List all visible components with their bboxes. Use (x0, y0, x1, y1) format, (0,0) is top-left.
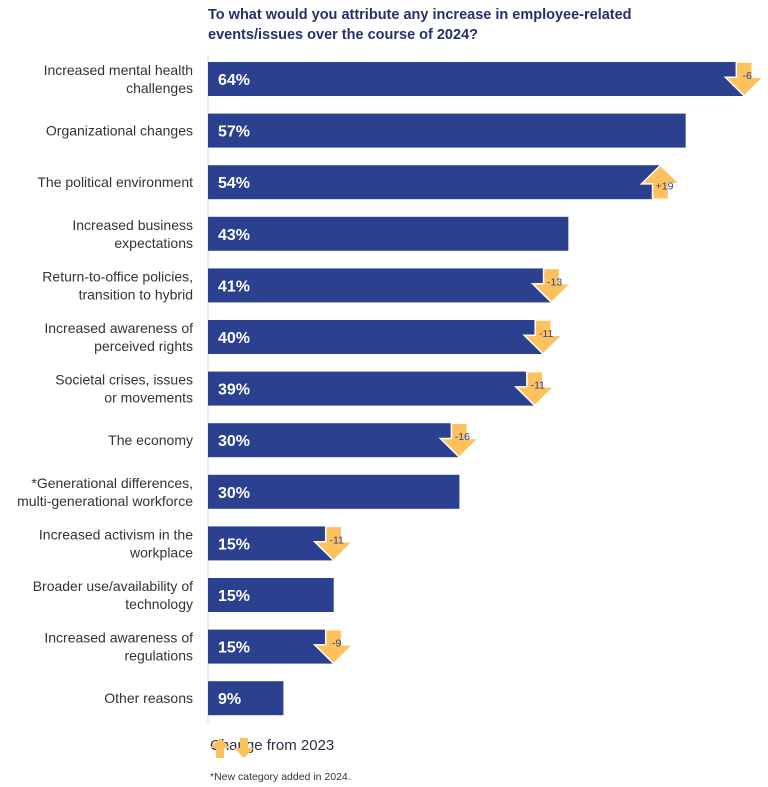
bar (208, 113, 686, 148)
category-label: workplace (129, 544, 193, 560)
arrow-up-icon (639, 164, 682, 200)
value-label: 41% (218, 278, 250, 295)
bar (208, 216, 569, 251)
category-label: multi-generational workforce (17, 493, 193, 509)
value-label: 54% (218, 175, 250, 192)
category-label: Increased activism in the (39, 526, 193, 542)
value-label: 43% (218, 227, 250, 244)
category-label: transition to hybrid (79, 286, 193, 302)
value-label: 30% (218, 485, 250, 502)
category-label: Increased awareness of (44, 630, 193, 646)
change-label: -11 (531, 380, 546, 392)
bar (208, 320, 544, 354)
legend: Change from 2023 (210, 737, 334, 758)
category-label: expectations (114, 235, 193, 251)
footnote: *New category added in 2024. (210, 771, 351, 783)
change-label: -16 (455, 431, 470, 443)
category-label: *Generational differences, (31, 475, 193, 491)
category-label: Increased awareness of (44, 320, 193, 336)
value-label: 64% (218, 72, 250, 89)
arrow-down-icon (312, 628, 355, 665)
legend-arrows-icon (210, 738, 254, 758)
arrow-down-icon (312, 525, 355, 562)
category-label: Increased mental health (44, 62, 193, 78)
bar (208, 629, 334, 664)
category-label: perceived rights (94, 338, 193, 354)
value-label: 15% (218, 640, 250, 657)
value-label: 57% (218, 124, 250, 141)
bar (208, 268, 552, 303)
change-label: -13 (547, 276, 562, 288)
bar (208, 578, 334, 612)
arrow-down-icon (438, 422, 481, 459)
value-label: 9% (218, 691, 241, 708)
value-label: 15% (218, 588, 250, 605)
category-label: Other reasons (104, 690, 193, 706)
category-label: Broader use/availability of (33, 578, 193, 594)
category-label: The economy (108, 432, 193, 448)
category-label: or movements (104, 390, 193, 406)
change-label: -9 (332, 638, 341, 650)
value-label: 40% (218, 330, 250, 347)
category-label: Organizational changes (46, 123, 193, 139)
bar (208, 371, 535, 406)
category-label: Societal crises, issues (55, 372, 193, 388)
bar (208, 165, 661, 200)
category-label: Increased business (72, 217, 193, 233)
arrow-down-icon (522, 319, 565, 356)
change-label: +19 (656, 181, 674, 193)
value-label: 15% (218, 536, 250, 553)
bar (208, 681, 284, 716)
bar (208, 423, 460, 458)
arrow-down-icon (723, 61, 766, 98)
change-label: -6 (743, 70, 752, 82)
bar (208, 474, 460, 509)
value-label: 30% (218, 433, 250, 450)
chart-title: To what would you attribute any increase… (208, 7, 632, 43)
arrow-down-icon (513, 370, 556, 407)
value-label: 39% (218, 382, 250, 399)
category-label: regulations (125, 648, 194, 664)
category-label: Return-to-office policies, (42, 268, 193, 284)
category-label: challenges (126, 80, 193, 96)
bar (208, 526, 334, 561)
change-label: -11 (539, 328, 554, 340)
arrow-down-icon (530, 267, 573, 304)
change-label: -11 (329, 534, 344, 546)
bar (208, 62, 745, 96)
category-label: technology (125, 596, 193, 612)
category-label: The political environment (37, 174, 193, 190)
